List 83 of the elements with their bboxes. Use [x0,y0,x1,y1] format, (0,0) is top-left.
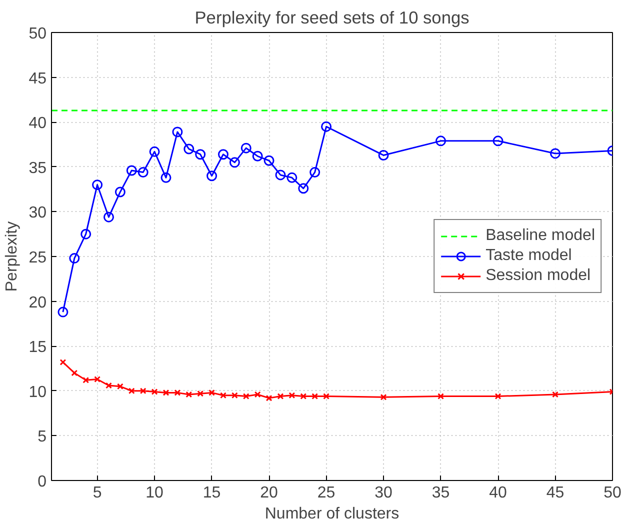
point [252,150,263,162]
point [94,376,101,382]
point [80,228,92,240]
point [288,392,296,399]
legend-label: Taste model [486,247,572,265]
x-tick-label: 20 [260,484,278,502]
point [378,150,389,160]
x-tick-label: 30 [374,484,393,502]
point [550,148,561,159]
y-tick-label: 30 [28,204,47,222]
y-tick-label: 10 [28,384,47,401]
point [116,383,124,390]
point [310,167,320,178]
y-tick-label: 45 [28,70,47,88]
y-tick-label: 40 [28,115,47,132]
y-tick-label: 25 [28,250,47,266]
point [277,393,284,400]
point [229,157,240,168]
point [151,388,158,396]
point [140,388,146,394]
y-tick-label: 50 [28,26,47,42]
point [312,393,318,400]
y-tick-label: 15 [28,339,47,356]
point [114,186,126,198]
legend-label: Session model [486,267,591,285]
point [71,370,78,376]
y-tick-label: 5 [38,428,47,446]
point [160,172,172,183]
point [60,359,66,366]
point [162,389,170,396]
y-tick-label: 0 [38,474,47,490]
point [436,136,446,146]
point [298,183,309,194]
point [231,392,238,399]
chart-title: Perplexity for seed sets of 10 songs [194,8,470,28]
point [58,306,68,318]
point [128,388,135,394]
point [240,142,252,154]
point [126,165,137,176]
y-axis-title: Perplexity [4,221,21,292]
point [106,382,112,389]
point [174,389,181,396]
x-axis-title: Number of clusters [264,506,400,522]
point [82,376,90,384]
x-tick-label: 25 [317,484,336,502]
point [300,393,307,400]
legend-label: Baseline model [486,227,595,245]
point [69,253,80,264]
x-tick-label: 40 [489,484,508,502]
point [218,149,228,160]
point [264,155,274,166]
x-tick-label: 15 [202,484,221,502]
point [242,393,250,400]
point [438,393,444,400]
point [254,391,261,398]
point [206,170,218,182]
point [286,172,298,183]
y-tick-label: 20 [28,294,47,312]
point [323,393,330,400]
point [552,391,558,398]
point [492,136,504,146]
point [275,170,286,180]
y-tick-label: 35 [28,160,47,177]
point [172,126,183,138]
point [220,392,226,399]
point [138,167,148,178]
point [321,121,332,132]
point [103,212,114,222]
x-tick-label: 10 [146,484,164,502]
x-tick-label: 50 [604,484,622,502]
x-tick-label: 45 [546,484,564,502]
point [186,391,192,398]
point [494,393,502,400]
point [184,144,194,154]
point [380,394,387,400]
point [149,146,160,157]
point [208,389,216,396]
x-tick-label: 5 [92,484,102,502]
point [197,390,204,397]
point [92,180,103,190]
x-tick-label: 35 [432,484,450,502]
point [195,149,206,160]
point [266,394,272,402]
